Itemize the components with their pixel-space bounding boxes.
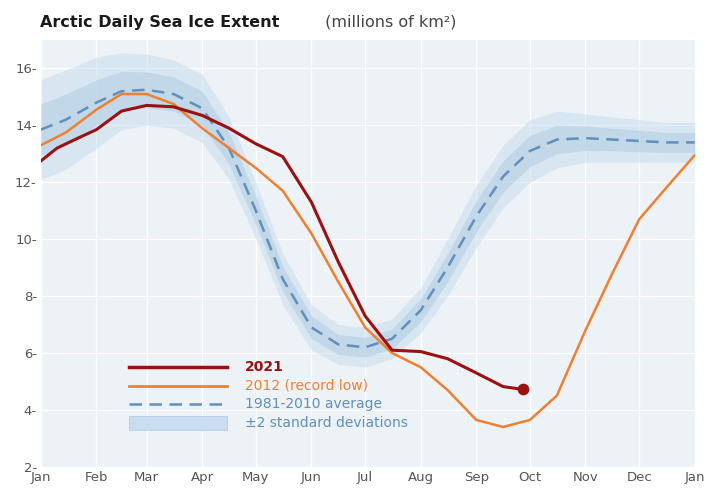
Text: 2012 (record low): 2012 (record low) bbox=[245, 379, 368, 393]
Text: (millions of km²): (millions of km²) bbox=[320, 15, 456, 30]
Point bbox=[517, 385, 528, 393]
Text: 1981-2010 average: 1981-2010 average bbox=[245, 397, 382, 411]
FancyBboxPatch shape bbox=[129, 416, 228, 430]
Text: Arctic Daily Sea Ice Extent: Arctic Daily Sea Ice Extent bbox=[40, 15, 279, 30]
Text: ±2 standard deviations: ±2 standard deviations bbox=[245, 416, 408, 430]
Text: 2021: 2021 bbox=[245, 360, 284, 374]
